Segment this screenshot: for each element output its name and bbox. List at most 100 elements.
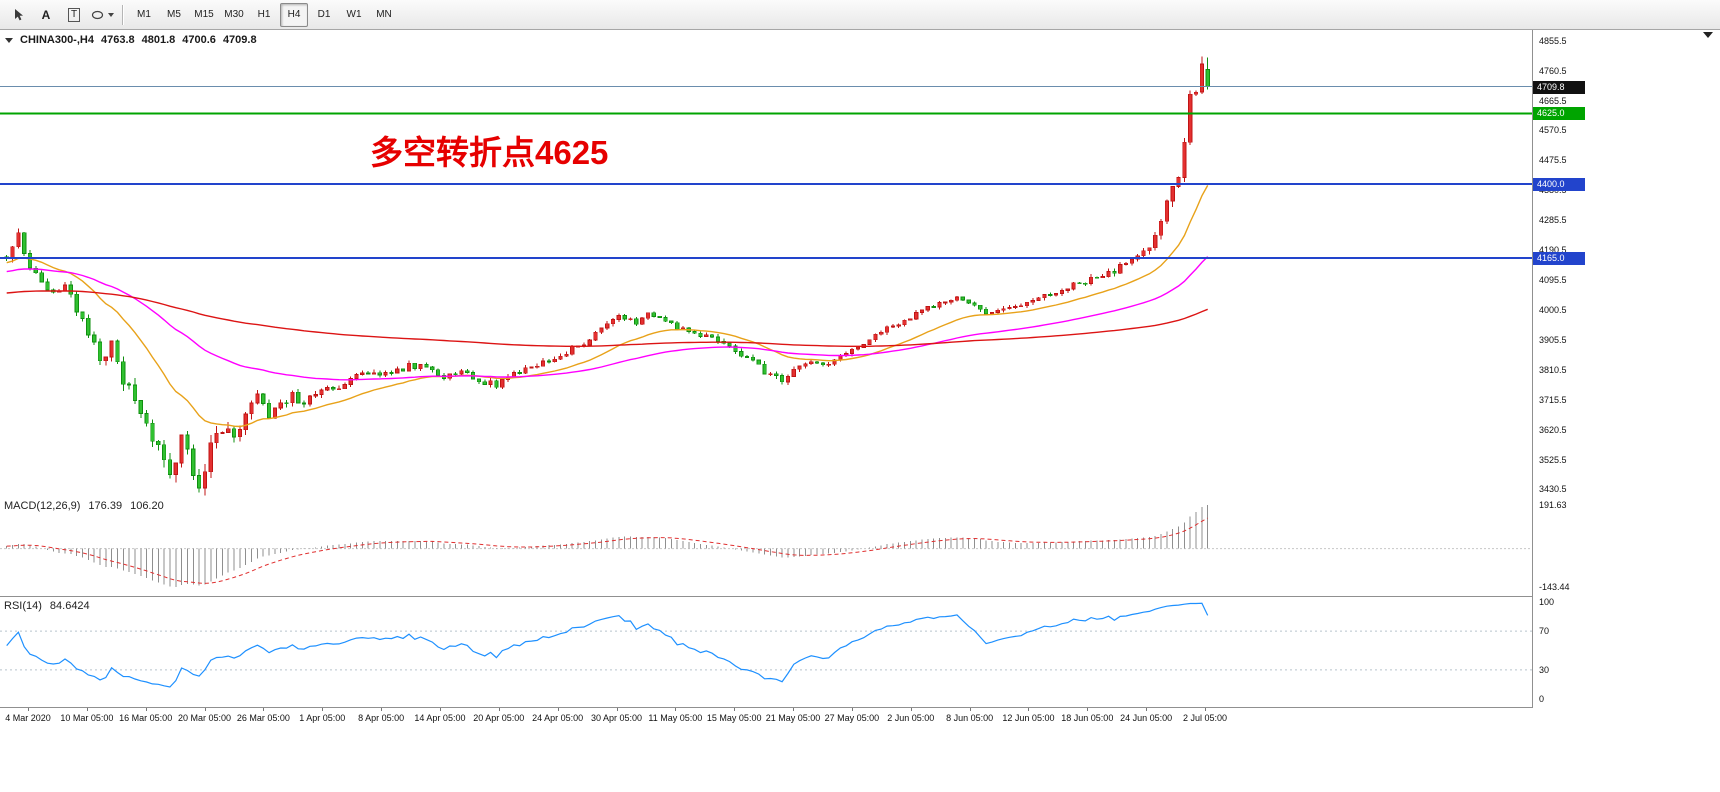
time-label: 2 Jun 05:00 xyxy=(887,713,935,723)
time-tick xyxy=(557,708,559,711)
time-axis[interactable]: 4 Mar 2020 10 Mar 05:00 16 Mar 05:00 20 Mar… xyxy=(0,708,1720,792)
price-tick: 4855.5 xyxy=(1539,36,1567,46)
macd-name: MACD(12,26,9) xyxy=(4,500,81,512)
time-label: 11 May 05:00 xyxy=(648,713,703,723)
time-label: 1 Apr 05:00 xyxy=(299,713,346,723)
macd-value-signal: 106.20 xyxy=(130,500,164,512)
rsi-chart[interactable] xyxy=(0,597,1532,707)
time-label: 24 Apr 05:00 xyxy=(532,713,584,723)
time-label: 21 May 05:00 xyxy=(765,713,821,723)
price-tick: 4000.5 xyxy=(1539,305,1567,315)
price-tick: 3905.5 xyxy=(1539,335,1567,345)
toolbar: A T M1 M5 M15 M30 H1 H4 D1 W1 MN xyxy=(0,0,1720,30)
timeframe-button-D1[interactable]: D1 xyxy=(317,9,331,20)
macd-scale-bottom: -143.44 xyxy=(1539,582,1570,592)
chart-symbol: CHINA300-,H4 xyxy=(20,34,94,46)
macd-value-main: 176.39 xyxy=(88,500,123,512)
time-tick xyxy=(86,708,88,711)
rsi-tick-100: 100 xyxy=(1539,597,1555,607)
time-tick xyxy=(1146,708,1148,711)
rsi-label: RSI(14) 84.6424 xyxy=(4,600,90,612)
chart-shift-marker xyxy=(1703,32,1713,38)
price-badge-4709.8: 4709.8 xyxy=(1533,81,1585,94)
macd-label: MACD(12,26,9) 176.39 106.20 xyxy=(4,500,164,512)
symbol-menu-icon xyxy=(5,37,13,43)
ohlc-low: 4700.6 xyxy=(182,34,216,46)
time-tick xyxy=(204,708,206,711)
time-label: 15 May 05:00 xyxy=(706,713,762,723)
price-tick: 4475.5 xyxy=(1539,155,1567,165)
chart-title: CHINA300-,H4 4763.8 4801.8 4700.6 4709.8 xyxy=(5,34,257,46)
ohlc-open: 4763.8 xyxy=(100,34,135,46)
timeframe-button-M1[interactable]: M1 xyxy=(137,9,151,20)
time-label: 20 Mar 05:00 xyxy=(178,713,232,723)
ohlc-high: 4801.8 xyxy=(141,34,176,46)
rsi-value: 84.6424 xyxy=(49,600,90,612)
rsi-panel[interactable]: RSI(14) 84.6424 xyxy=(0,597,1532,708)
time-tick xyxy=(910,708,912,711)
price-tick: 4760.5 xyxy=(1539,66,1567,76)
time-tick xyxy=(1028,708,1030,711)
macd-panel[interactable]: MACD(12,26,9) 176.39 106.20 xyxy=(0,497,1532,597)
time-label: 27 May 05:00 xyxy=(824,713,880,723)
time-label: 26 Mar 05:00 xyxy=(236,713,290,723)
price-axis[interactable]: 191.63 -143.44 100 70 30 0 4855.5 4760.5 4… xyxy=(1532,30,1720,708)
text-label-tool-button[interactable]: A xyxy=(33,3,59,27)
price-badge-4400.0: 4400.0 xyxy=(1533,178,1585,191)
macd-chart[interactable] xyxy=(0,497,1532,596)
textbox-tool-button[interactable]: T xyxy=(61,3,87,27)
price-tick: 3810.5 xyxy=(1539,365,1567,375)
time-tick xyxy=(263,708,265,711)
price-badge-4625.0: 4625.0 xyxy=(1533,107,1585,120)
timeframe-button-M15[interactable]: M15 xyxy=(194,9,214,20)
main-chart-panel[interactable]: CHINA300-,H4 4763.8 4801.8 4700.6 4709.8… xyxy=(0,30,1532,498)
time-tick xyxy=(1087,708,1089,711)
time-label: 2 Jul 05:00 xyxy=(1182,713,1228,723)
ohlc-close: 4709.8 xyxy=(222,34,257,46)
time-tick xyxy=(616,708,618,711)
timeframe-button-MN[interactable]: MN xyxy=(376,9,392,20)
time-label: 12 Jun 05:00 xyxy=(1002,713,1055,723)
timeframe-button-W1[interactable]: W1 xyxy=(346,9,362,20)
time-label: 30 Apr 05:00 xyxy=(590,713,643,723)
price-tick: 4570.5 xyxy=(1539,125,1567,135)
price-badge-4165.0: 4165.0 xyxy=(1533,252,1585,265)
timeframe-button-H1[interactable]: H1 xyxy=(257,9,271,20)
time-tick xyxy=(969,708,971,711)
price-tick: 4665.5 xyxy=(1539,96,1567,106)
time-label: 14 Apr 05:00 xyxy=(414,713,466,723)
price-tick: 4095.5 xyxy=(1539,275,1567,285)
timeframe-group: M1 M5 M15 M30 H1 H4 D1 W1 MN xyxy=(129,2,399,27)
time-label: 8 Apr 05:00 xyxy=(358,713,405,723)
timeframe-button-H4[interactable]: H4 xyxy=(280,2,308,27)
candlestick-chart[interactable] xyxy=(0,30,1532,497)
text-label-icon: A xyxy=(41,7,51,22)
timeframe-button-M5[interactable]: M5 xyxy=(167,9,181,20)
shapes-tool-button[interactable] xyxy=(89,3,115,27)
textbox-icon: T xyxy=(67,7,81,22)
time-label: 10 Mar 05:00 xyxy=(60,713,114,723)
price-tick: 3430.5 xyxy=(1539,484,1567,494)
timeframe-button-M30[interactable]: M30 xyxy=(224,9,244,20)
price-tick: 3620.5 xyxy=(1539,425,1567,435)
time-tick xyxy=(793,708,795,711)
time-label: 16 Mar 05:00 xyxy=(119,713,173,723)
time-label: 18 Jun 05:00 xyxy=(1061,713,1114,723)
time-tick xyxy=(28,708,29,711)
price-tick: 4285.5 xyxy=(1539,215,1567,225)
price-tick: 3715.5 xyxy=(1539,395,1567,405)
time-tick xyxy=(675,708,677,711)
rsi-tick-0: 0 xyxy=(1539,694,1545,704)
time-label: 4 Mar 2020 xyxy=(5,713,51,723)
time-tick xyxy=(1205,708,1206,711)
time-tick xyxy=(381,708,383,711)
time-tick xyxy=(145,708,147,711)
macd-scale-top: 191.63 xyxy=(1539,500,1567,510)
cursor-tool-button[interactable] xyxy=(5,3,31,27)
time-tick xyxy=(322,708,324,711)
cursor-icon xyxy=(14,9,23,21)
rsi-tick-30: 30 xyxy=(1539,665,1550,675)
time-tick xyxy=(498,708,500,711)
price-tick: 3525.5 xyxy=(1539,455,1567,465)
annotation-text[interactable]: 多空转折点4625 xyxy=(370,134,609,171)
